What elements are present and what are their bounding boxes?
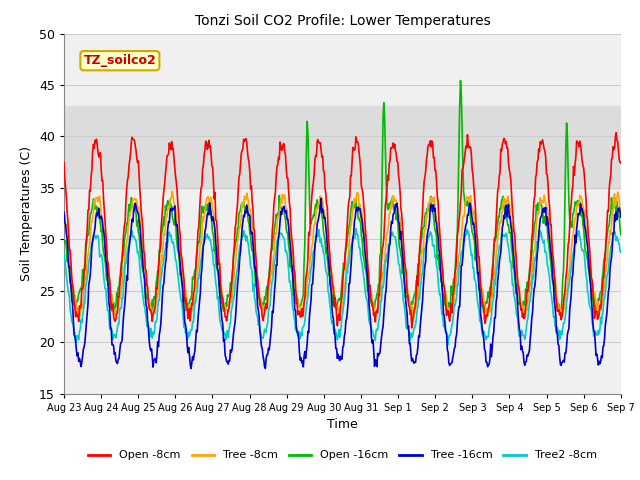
Legend: Open -8cm, Tree -8cm, Open -16cm, Tree -16cm, Tree2 -8cm: Open -8cm, Tree -8cm, Open -16cm, Tree -… [84,446,601,465]
X-axis label: Time: Time [327,418,358,431]
Title: Tonzi Soil CO2 Profile: Lower Temperatures: Tonzi Soil CO2 Profile: Lower Temperatur… [195,14,490,28]
Bar [64,106,621,188]
Y-axis label: Soil Temperatures (C): Soil Temperatures (C) [20,146,33,281]
Text: TZ_soilco2: TZ_soilco2 [83,54,156,67]
